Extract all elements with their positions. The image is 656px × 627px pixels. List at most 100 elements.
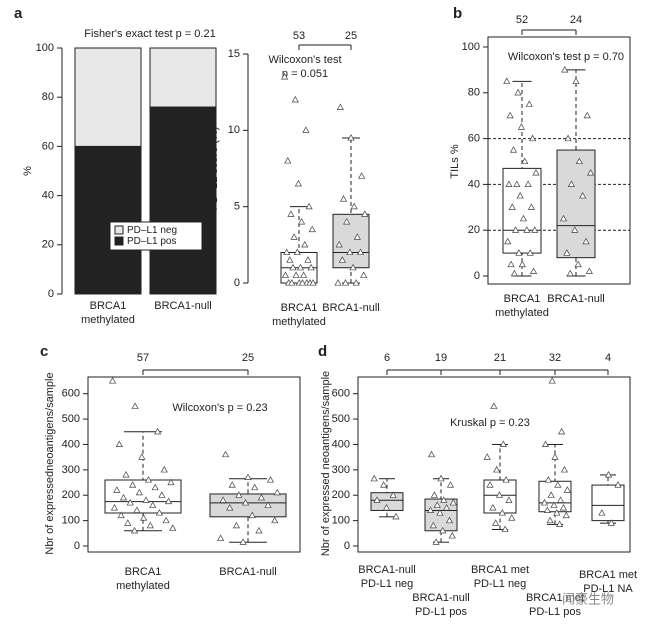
data-point [614,481,622,488]
data-point [360,271,368,278]
data-point [281,271,290,278]
data-point [255,526,263,534]
data-point [336,103,344,110]
data-point [495,491,504,498]
data-point [140,514,148,521]
y-axis-label: TILs % [449,144,461,178]
data-point [301,240,309,248]
data-point [257,493,265,501]
x-tick-label: methylated [81,314,135,326]
data-point [574,260,582,268]
plot-frame [357,376,631,553]
data-point [338,256,346,263]
y-tick-label: 500 [62,413,80,425]
data-point [440,496,448,503]
data-point [560,465,569,473]
data-point [241,498,250,506]
data-point [167,478,175,486]
data-point [164,497,173,505]
data-point [426,506,435,514]
data-point [158,491,166,498]
data-point [493,465,501,473]
data-point [358,172,366,179]
y-tick-label: 600 [62,388,80,400]
y-tick-label: 100 [462,41,480,53]
x-tick-label: PD-L1 pos [415,606,467,618]
data-point [305,202,313,210]
data-point [521,157,529,165]
data-point [115,440,123,448]
data-point [109,377,117,384]
data-point [122,471,130,478]
data-point [433,501,441,508]
data-point [288,279,296,286]
y-tick-label: 600 [332,388,350,400]
y-tick-label: 400 [332,438,350,450]
data-point [284,156,292,164]
annotation: Wilcoxon's p = 0.23 [172,402,267,414]
box [591,484,625,522]
box [332,213,370,269]
data-point [509,146,518,153]
data-point [432,538,440,545]
y-tick-label: 0 [474,270,480,282]
data-point [561,65,569,73]
x-tick-label: BRCA1 [281,302,318,314]
data-point [527,203,536,210]
data-point [550,501,558,508]
y-tick-label: 5 [234,201,240,213]
bar-segment [74,47,142,147]
y-tick-label: 60 [468,133,480,145]
data-point [499,440,507,448]
panel-letter: a [14,5,23,22]
data-point [298,279,307,286]
data-point [119,493,128,501]
legend-label: PD–L1 neg [127,225,177,236]
data-point [556,520,564,527]
data-point [445,516,454,524]
data-point [142,496,150,503]
data-point [514,88,522,96]
y-tick-label: 15 [228,48,240,60]
data-point [380,481,388,488]
data-point [517,123,525,130]
y-tick-label: 200 [332,489,350,501]
data-point [529,134,537,142]
watermark: 闻豪生物 [562,591,614,606]
x-tick-label: PD-L1 NA [583,583,633,595]
data-point [392,512,400,520]
data-point [557,496,565,503]
data-point [228,481,236,488]
data-point [526,249,534,256]
data-point [540,498,549,506]
y-tick-label: 100 [36,42,54,54]
data-point [370,474,378,482]
data-point [604,471,613,478]
data-point [302,126,310,133]
y-tick-label: 500 [332,413,350,425]
group-count: 25 [242,352,254,364]
data-point [283,248,291,256]
y-axis-label: % [22,166,34,176]
data-point [131,402,139,409]
data-point [294,179,303,187]
data-point [564,134,572,142]
y-tick-label: 100 [62,515,80,527]
data-point [503,77,511,84]
data-point [572,77,580,84]
y-tick-label: 80 [468,87,480,99]
data-point [524,180,532,187]
data-point [293,248,301,256]
data-point [508,203,516,210]
x-tick-label: BRCA1 [504,293,541,305]
data-point [585,267,593,274]
data-point [297,218,306,225]
annotation: Wilcoxon's test p = 0.70 [508,51,624,63]
data-point [281,72,289,80]
y-tick-label: 400 [62,438,80,450]
annotation: Wilcoxon's test [268,54,341,66]
data-point [525,100,533,107]
data-point [486,481,494,488]
data-point [162,516,170,524]
